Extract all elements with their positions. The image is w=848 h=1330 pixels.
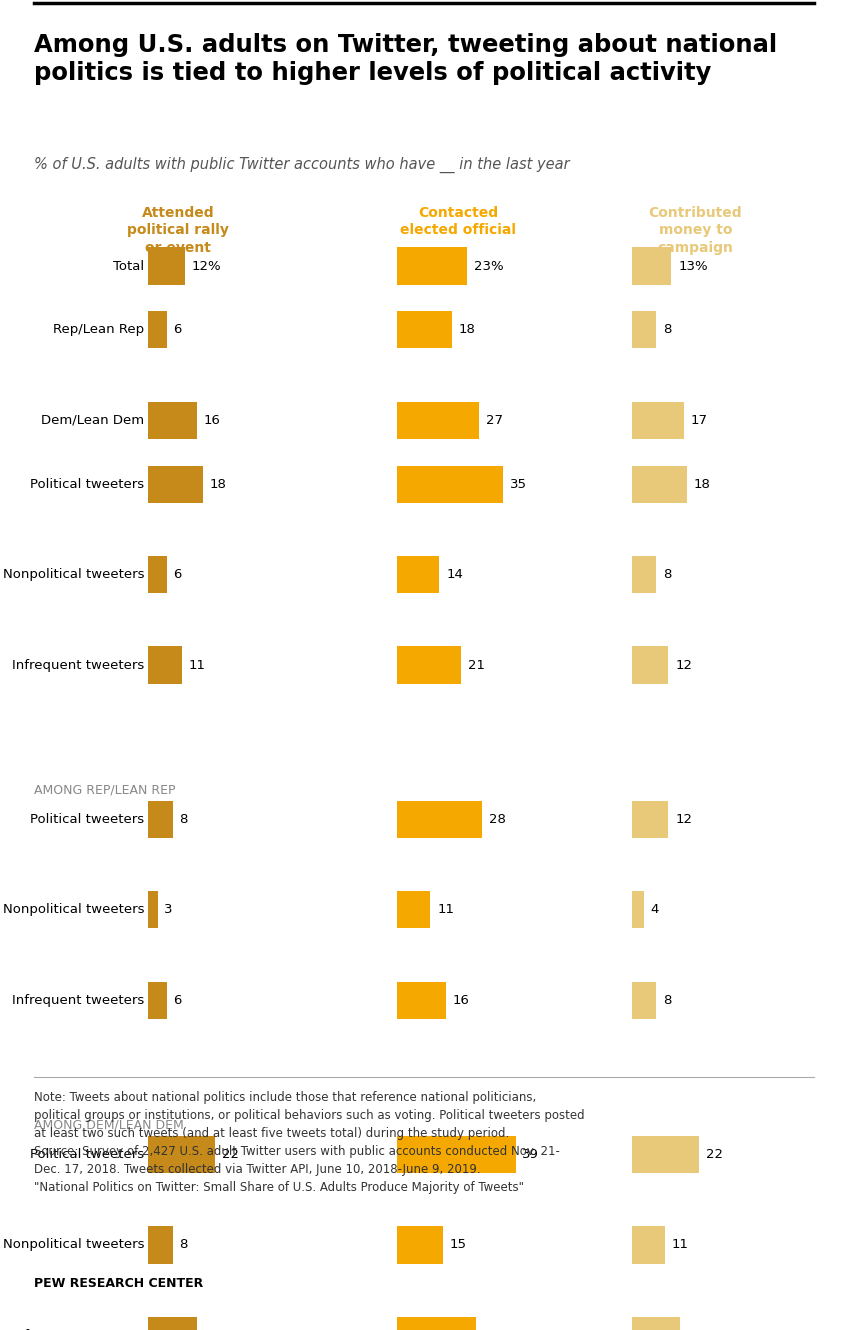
FancyBboxPatch shape — [148, 982, 167, 1019]
Text: 6: 6 — [174, 568, 181, 581]
FancyBboxPatch shape — [148, 1226, 173, 1263]
FancyBboxPatch shape — [632, 982, 656, 1019]
Text: 12: 12 — [675, 813, 692, 826]
FancyBboxPatch shape — [148, 402, 197, 439]
FancyBboxPatch shape — [397, 801, 483, 838]
Text: 21: 21 — [467, 658, 484, 672]
Text: Nonpolitical tweeters: Nonpolitical tweeters — [3, 1238, 144, 1252]
FancyBboxPatch shape — [397, 311, 452, 348]
Text: 11: 11 — [437, 903, 455, 916]
Text: 28: 28 — [489, 813, 505, 826]
FancyBboxPatch shape — [148, 646, 181, 684]
Text: 6: 6 — [174, 323, 181, 336]
FancyBboxPatch shape — [397, 556, 439, 593]
FancyBboxPatch shape — [632, 891, 644, 928]
Text: AMONG REP/LEAN REP: AMONG REP/LEAN REP — [34, 783, 176, 797]
FancyBboxPatch shape — [397, 891, 430, 928]
Text: 39: 39 — [522, 1148, 539, 1161]
Text: Political tweeters: Political tweeters — [30, 477, 144, 491]
FancyBboxPatch shape — [397, 247, 467, 285]
Text: Nonpolitical tweeters: Nonpolitical tweeters — [3, 903, 144, 916]
Text: 18: 18 — [694, 477, 711, 491]
FancyBboxPatch shape — [397, 402, 479, 439]
Text: Total: Total — [113, 259, 144, 273]
Text: 13%: 13% — [678, 259, 708, 273]
FancyBboxPatch shape — [397, 1226, 443, 1263]
Text: Rep/Lean Rep: Rep/Lean Rep — [53, 323, 144, 336]
FancyBboxPatch shape — [397, 646, 460, 684]
FancyBboxPatch shape — [397, 982, 445, 1019]
FancyBboxPatch shape — [148, 801, 173, 838]
FancyBboxPatch shape — [148, 465, 204, 503]
FancyBboxPatch shape — [632, 247, 672, 285]
Text: 8: 8 — [663, 323, 672, 336]
Text: 3: 3 — [165, 903, 173, 916]
Text: 11: 11 — [188, 658, 206, 672]
Text: 35: 35 — [510, 477, 527, 491]
FancyBboxPatch shape — [148, 891, 158, 928]
FancyBboxPatch shape — [397, 1317, 476, 1330]
Text: % of U.S. adults with public Twitter accounts who have __ in the last year: % of U.S. adults with public Twitter acc… — [34, 157, 570, 173]
Text: Infrequent tweeters: Infrequent tweeters — [12, 658, 144, 672]
FancyBboxPatch shape — [632, 402, 683, 439]
FancyBboxPatch shape — [632, 1136, 699, 1173]
Text: PEW RESEARCH CENTER: PEW RESEARCH CENTER — [34, 1277, 204, 1290]
FancyBboxPatch shape — [397, 465, 504, 503]
FancyBboxPatch shape — [632, 1317, 680, 1330]
Text: 6: 6 — [174, 994, 181, 1007]
Text: AMONG DEM/LEAN DEM: AMONG DEM/LEAN DEM — [34, 1119, 184, 1132]
Text: Dem/Lean Dem: Dem/Lean Dem — [41, 414, 144, 427]
Text: 15: 15 — [449, 1238, 466, 1252]
Text: Nonpolitical tweeters: Nonpolitical tweeters — [3, 568, 144, 581]
FancyBboxPatch shape — [632, 646, 668, 684]
Text: Attended
political rally
or event: Attended political rally or event — [127, 206, 229, 255]
FancyBboxPatch shape — [632, 801, 668, 838]
Text: 8: 8 — [663, 994, 672, 1007]
Text: 8: 8 — [663, 568, 672, 581]
FancyBboxPatch shape — [632, 1226, 665, 1263]
FancyBboxPatch shape — [632, 556, 656, 593]
Text: Contacted
elected official: Contacted elected official — [400, 206, 516, 238]
Text: 11: 11 — [672, 1238, 689, 1252]
Text: 16: 16 — [452, 994, 469, 1007]
FancyBboxPatch shape — [148, 1317, 197, 1330]
Text: 12: 12 — [675, 658, 692, 672]
Text: Political tweeters: Political tweeters — [30, 1148, 144, 1161]
Text: 23%: 23% — [474, 259, 503, 273]
FancyBboxPatch shape — [148, 556, 167, 593]
Text: 12%: 12% — [192, 259, 221, 273]
Text: Among U.S. adults on Twitter, tweeting about national
politics is tied to higher: Among U.S. adults on Twitter, tweeting a… — [34, 33, 777, 85]
Text: 14: 14 — [446, 568, 463, 581]
Text: 8: 8 — [180, 813, 188, 826]
FancyBboxPatch shape — [148, 1136, 215, 1173]
Text: 18: 18 — [210, 477, 227, 491]
FancyBboxPatch shape — [632, 465, 687, 503]
FancyBboxPatch shape — [632, 311, 656, 348]
Text: 8: 8 — [180, 1238, 188, 1252]
Text: Political tweeters: Political tweeters — [30, 813, 144, 826]
Text: Infrequent tweeters: Infrequent tweeters — [12, 994, 144, 1007]
Text: 27: 27 — [486, 414, 503, 427]
Text: 18: 18 — [459, 323, 476, 336]
Text: 17: 17 — [690, 414, 707, 427]
FancyBboxPatch shape — [148, 247, 185, 285]
Text: 22: 22 — [222, 1148, 239, 1161]
Text: Contributed
money to
campaign: Contributed money to campaign — [649, 206, 742, 255]
FancyBboxPatch shape — [397, 1136, 516, 1173]
Text: Note: Tweets about national politics include those that reference national polit: Note: Tweets about national politics inc… — [34, 1091, 584, 1193]
Text: 16: 16 — [204, 414, 220, 427]
Text: 4: 4 — [650, 903, 659, 916]
Text: 22: 22 — [706, 1148, 722, 1161]
FancyBboxPatch shape — [148, 311, 167, 348]
